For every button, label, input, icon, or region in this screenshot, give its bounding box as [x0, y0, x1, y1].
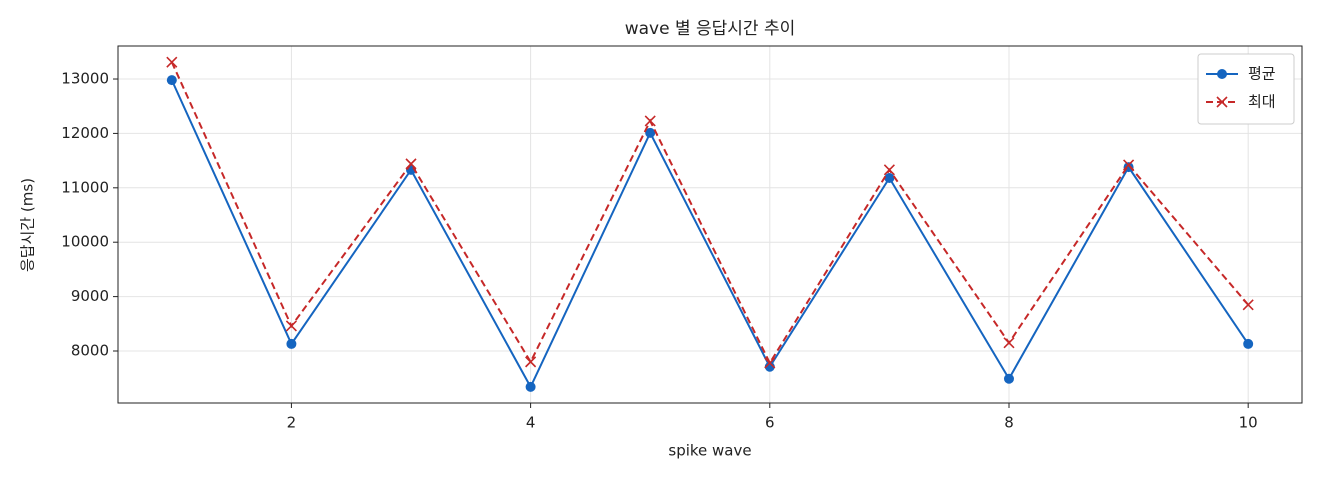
- marker-stroke: [166, 56, 178, 68]
- marker-stroke: [764, 357, 776, 369]
- marker-stroke: [525, 356, 537, 368]
- marker: [644, 115, 656, 127]
- x-axis-label: spike wave: [668, 442, 751, 460]
- plot-frame: [117, 45, 1303, 404]
- y-tick-label: 10000: [61, 233, 109, 251]
- marker: [1243, 338, 1254, 349]
- legend-box: [1197, 53, 1295, 125]
- x-tick-label: 4: [526, 414, 536, 432]
- marker: [1216, 96, 1228, 108]
- series-line: [170, 61, 1249, 366]
- series-line: [170, 79, 1250, 390]
- marker: [166, 75, 177, 86]
- marker: [645, 127, 656, 138]
- y-tick-label: 9000: [71, 287, 109, 305]
- marker-stroke: [1216, 96, 1228, 108]
- marker-stroke: [1003, 337, 1015, 349]
- marker-stroke: [285, 320, 297, 332]
- marker: [525, 356, 537, 368]
- marker: [883, 164, 895, 176]
- marker: [764, 357, 776, 369]
- marker: [525, 381, 536, 392]
- x-tick-label: 2: [287, 414, 297, 432]
- y-tick-label: 11000: [61, 178, 109, 196]
- x-tick-label: 6: [765, 414, 775, 432]
- marker: [166, 56, 178, 68]
- y-tick-label: 13000: [61, 70, 109, 88]
- x-tick-label: 10: [1239, 414, 1258, 432]
- y-axis-label: 응답시간 (ms): [19, 178, 37, 272]
- marker-stroke: [644, 115, 656, 127]
- marker: [1003, 337, 1015, 349]
- marker: [1123, 159, 1135, 171]
- marker-stroke: [883, 164, 895, 176]
- marker: [1217, 69, 1227, 79]
- marker: [405, 158, 417, 170]
- marker-stroke: [1123, 159, 1135, 171]
- marker: [884, 173, 895, 184]
- marker: [1003, 373, 1014, 384]
- marker: [286, 338, 297, 349]
- chart-title: wave 별 응답시간 추이: [625, 19, 796, 39]
- marker: [764, 361, 775, 372]
- legend-label: 최대: [1248, 93, 1276, 111]
- x-tick-label: 8: [1004, 414, 1014, 432]
- marker-stroke: [1242, 299, 1254, 311]
- legend-label: 평균: [1248, 65, 1276, 83]
- y-tick-label: 8000: [71, 341, 109, 359]
- marker-stroke: [405, 158, 417, 170]
- marker: [285, 320, 297, 332]
- marker: [1242, 299, 1254, 311]
- y-tick-label: 12000: [61, 124, 109, 142]
